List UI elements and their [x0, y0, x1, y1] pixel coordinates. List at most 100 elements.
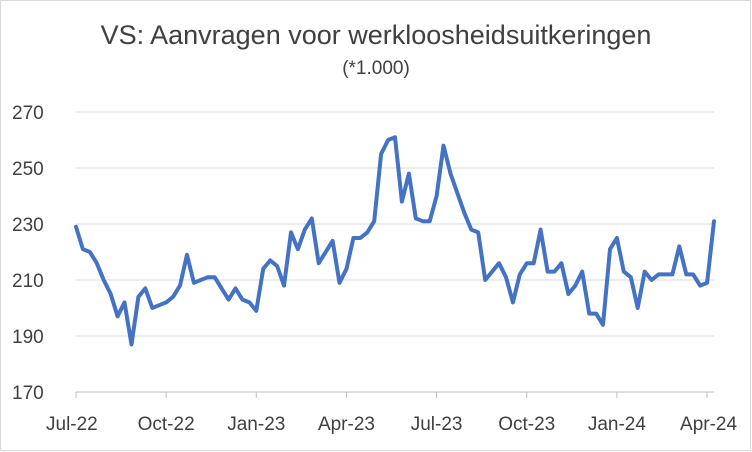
data-point: [96, 262, 98, 264]
y-axis-ticks: 270 250 230 210 190 170: [12, 103, 44, 404]
data-point: [685, 273, 687, 275]
data-point: [339, 282, 341, 284]
data-point: [692, 273, 694, 275]
data-point: [130, 343, 132, 345]
data-point: [477, 231, 479, 233]
data-point: [554, 271, 555, 273]
data-point: [671, 273, 673, 275]
data-point: [214, 276, 216, 278]
data-point: [103, 279, 105, 281]
data-point: [89, 251, 91, 253]
data-point: [498, 262, 500, 264]
data-point: [408, 173, 410, 175]
data-point: [678, 245, 680, 247]
data-point: [325, 251, 327, 253]
data-point: [602, 324, 604, 326]
data-point: [436, 195, 438, 197]
x-tick-label: Jul-23: [411, 414, 463, 435]
x-tick-label: Apr-23: [318, 414, 375, 435]
data-point: [644, 271, 646, 273]
data-point: [117, 315, 119, 317]
y-tick-label: 190: [12, 327, 44, 348]
data-point: [512, 301, 514, 303]
data-point: [651, 279, 653, 281]
data-point: [373, 220, 375, 222]
data-point: [630, 276, 632, 278]
data-point: [352, 237, 354, 239]
data-point: [505, 276, 507, 278]
y-tick-label: 210: [12, 271, 44, 292]
data-point: [137, 296, 139, 298]
data-point: [359, 237, 361, 239]
y-tick-label: 170: [12, 383, 44, 404]
data-point: [540, 229, 542, 231]
data-point: [581, 271, 583, 273]
data-point: [422, 220, 424, 222]
data-point: [82, 248, 84, 250]
data-point: [165, 301, 167, 303]
data-point: [283, 285, 285, 287]
data-point: [429, 220, 431, 222]
data-point: [491, 271, 493, 273]
data-point: [456, 192, 458, 194]
data-point: [623, 271, 625, 273]
data-point: [186, 254, 188, 256]
data-point: [158, 304, 160, 306]
data-point: [290, 231, 292, 233]
data-point: [269, 259, 271, 261]
data-point: [588, 313, 590, 315]
data-point: [567, 293, 569, 295]
data-point: [304, 229, 306, 231]
data-point: [172, 296, 174, 298]
data-point: [519, 273, 521, 275]
data-point: [415, 217, 417, 219]
x-axis-ticks: Jul-22 Oct-22 Jan-23 Apr-23 Jul-23 Oct-23 Jan-…: [46, 392, 737, 435]
series-layer: [74, 135, 716, 347]
x-tick-label: Jan-24: [588, 414, 647, 435]
data-point: [699, 285, 701, 287]
data-point: [387, 139, 389, 141]
data-point: [443, 145, 445, 147]
data-point: [394, 136, 396, 138]
data-point: [574, 285, 576, 287]
data-point: [547, 271, 549, 273]
data-point: [595, 313, 597, 315]
data-point: [75, 226, 77, 228]
data-point: [318, 262, 320, 264]
data-point: [228, 299, 230, 301]
data-point: [713, 220, 715, 222]
data-point: [345, 268, 347, 270]
x-tick-label: Oct-23: [498, 414, 555, 435]
data-point: [221, 287, 223, 289]
data-point: [235, 287, 236, 289]
data-point: [241, 299, 243, 301]
y-tick-label: 250: [12, 159, 44, 180]
data-point: [380, 153, 382, 155]
data-point: [332, 240, 334, 242]
x-tick-label: Oct-22: [138, 414, 195, 435]
data-point: [560, 262, 562, 264]
x-tick-label: Jan-23: [227, 414, 285, 435]
x-tick-label: Jul-22: [46, 414, 98, 435]
data-point: [193, 282, 195, 284]
data-point: [706, 282, 708, 284]
data-point: [484, 279, 486, 281]
chart-subtitle: (*1.000): [342, 58, 410, 79]
data-point: [526, 262, 528, 264]
data-point: [366, 231, 368, 233]
data-point: [470, 229, 472, 231]
data-point: [658, 273, 660, 275]
data-point: [533, 262, 535, 264]
data-point: [200, 279, 202, 281]
data-point: [255, 310, 257, 312]
chart-title: VS: Aanvragen voor werkloosheidsuitkerin…: [100, 20, 652, 50]
data-point: [110, 293, 112, 295]
data-point: [311, 217, 313, 219]
data-point: [144, 287, 146, 289]
x-tick-label: Apr-24: [680, 414, 737, 435]
y-tick-label: 270: [12, 103, 44, 124]
data-point: [609, 248, 611, 250]
data-point: [664, 273, 666, 275]
